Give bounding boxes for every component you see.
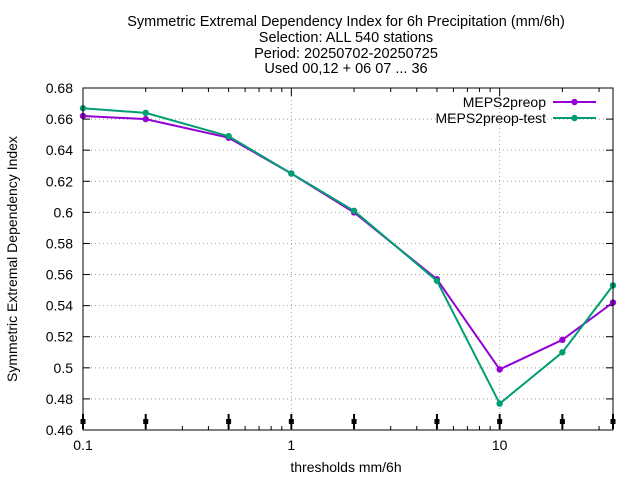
bottom-marker-dot [497, 419, 503, 424]
legend-swatch-marker [571, 98, 578, 106]
x-tick-label: 10 [492, 437, 508, 453]
bottom-marker-dot [351, 419, 357, 424]
y-tick-label: 0.48 [46, 391, 73, 407]
data-point [496, 366, 503, 373]
x-tick-label: 0.1 [73, 437, 93, 453]
bottom-marker-dot [143, 419, 149, 424]
bottom-markers [80, 414, 616, 429]
bottom-marker-dot [434, 419, 440, 424]
series-layer [79, 105, 617, 407]
y-tick-label: 0.56 [46, 267, 73, 283]
y-tick-label: 0.64 [46, 142, 73, 158]
data-point [496, 400, 503, 407]
y-tick-label: 0.66 [46, 111, 73, 127]
legend-swatch-marker [571, 114, 578, 122]
y-tick-label: 0.62 [46, 173, 73, 189]
legend-label: MEPS2preop [463, 94, 546, 110]
y-axis-label: Symmetric Extremal Dependency Index [4, 136, 20, 382]
data-point [225, 132, 232, 140]
y-tick-label: 0.6 [54, 204, 74, 220]
data-point [559, 336, 566, 344]
data-point [142, 109, 149, 117]
y-tick-label: 0.68 [46, 80, 73, 96]
bottom-marker-dot [559, 419, 565, 424]
chart-title: Symmetric Extremal Dependency Index for … [127, 14, 565, 77]
data-point [142, 115, 149, 123]
bottom-marker-dot [288, 419, 294, 424]
data-point [288, 170, 295, 177]
series-meps2preop [79, 112, 617, 373]
x-tick-label: 1 [287, 437, 295, 453]
legend-item: MEPS2preop [463, 94, 596, 110]
x-axis-ticks: 0.1 1 10 [73, 88, 600, 453]
series-meps2preop-test [79, 105, 617, 407]
data-point [350, 207, 358, 215]
bottom-marker-dot [226, 419, 232, 424]
plot-frame [82, 87, 614, 431]
chart-title-line-3: Period: 20250702-20250725 [254, 46, 438, 62]
x-axis-label: thresholds mm/6h [290, 459, 401, 475]
y-tick-label: 0.58 [46, 235, 73, 251]
series-line [82, 115, 614, 371]
legend-label: MEPS2preop-test [436, 110, 547, 126]
chart-title-line-4: Used 00,12 + 06 07 ... 36 [264, 61, 427, 77]
chart-title-line-2: Selection: ALL 540 stations [259, 30, 433, 46]
y-tick-label: 0.54 [46, 298, 73, 314]
data-point [433, 277, 441, 284]
grid [83, 88, 613, 430]
y-tick-label: 0.5 [54, 360, 74, 376]
y-tick-label: 0.46 [46, 422, 73, 438]
y-tick-label: 0.52 [46, 329, 73, 345]
series-line [82, 107, 614, 405]
chart-title-line-1: Symmetric Extremal Dependency Index for … [127, 14, 565, 30]
legend-item: MEPS2preop-test [436, 110, 596, 126]
data-point [559, 349, 566, 356]
y-axis-ticks: 0.46 0.48 0.5 0.52 0.54 0.56 0.58 0.6 0.62 0.64 0.… [46, 80, 613, 438]
